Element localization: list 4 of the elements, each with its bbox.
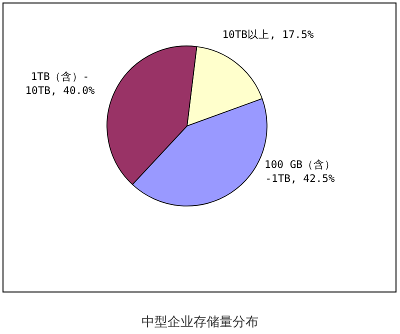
text: 中型企业存储量分布 <box>142 315 258 330</box>
slice-label: 1TB（含）-10TB, 40.0% <box>25 70 96 97</box>
slice-label: 100 GB（含）-1TB, 42.5% <box>264 158 336 185</box>
slice-label: 10TB以上, 17.5% <box>222 28 314 41</box>
